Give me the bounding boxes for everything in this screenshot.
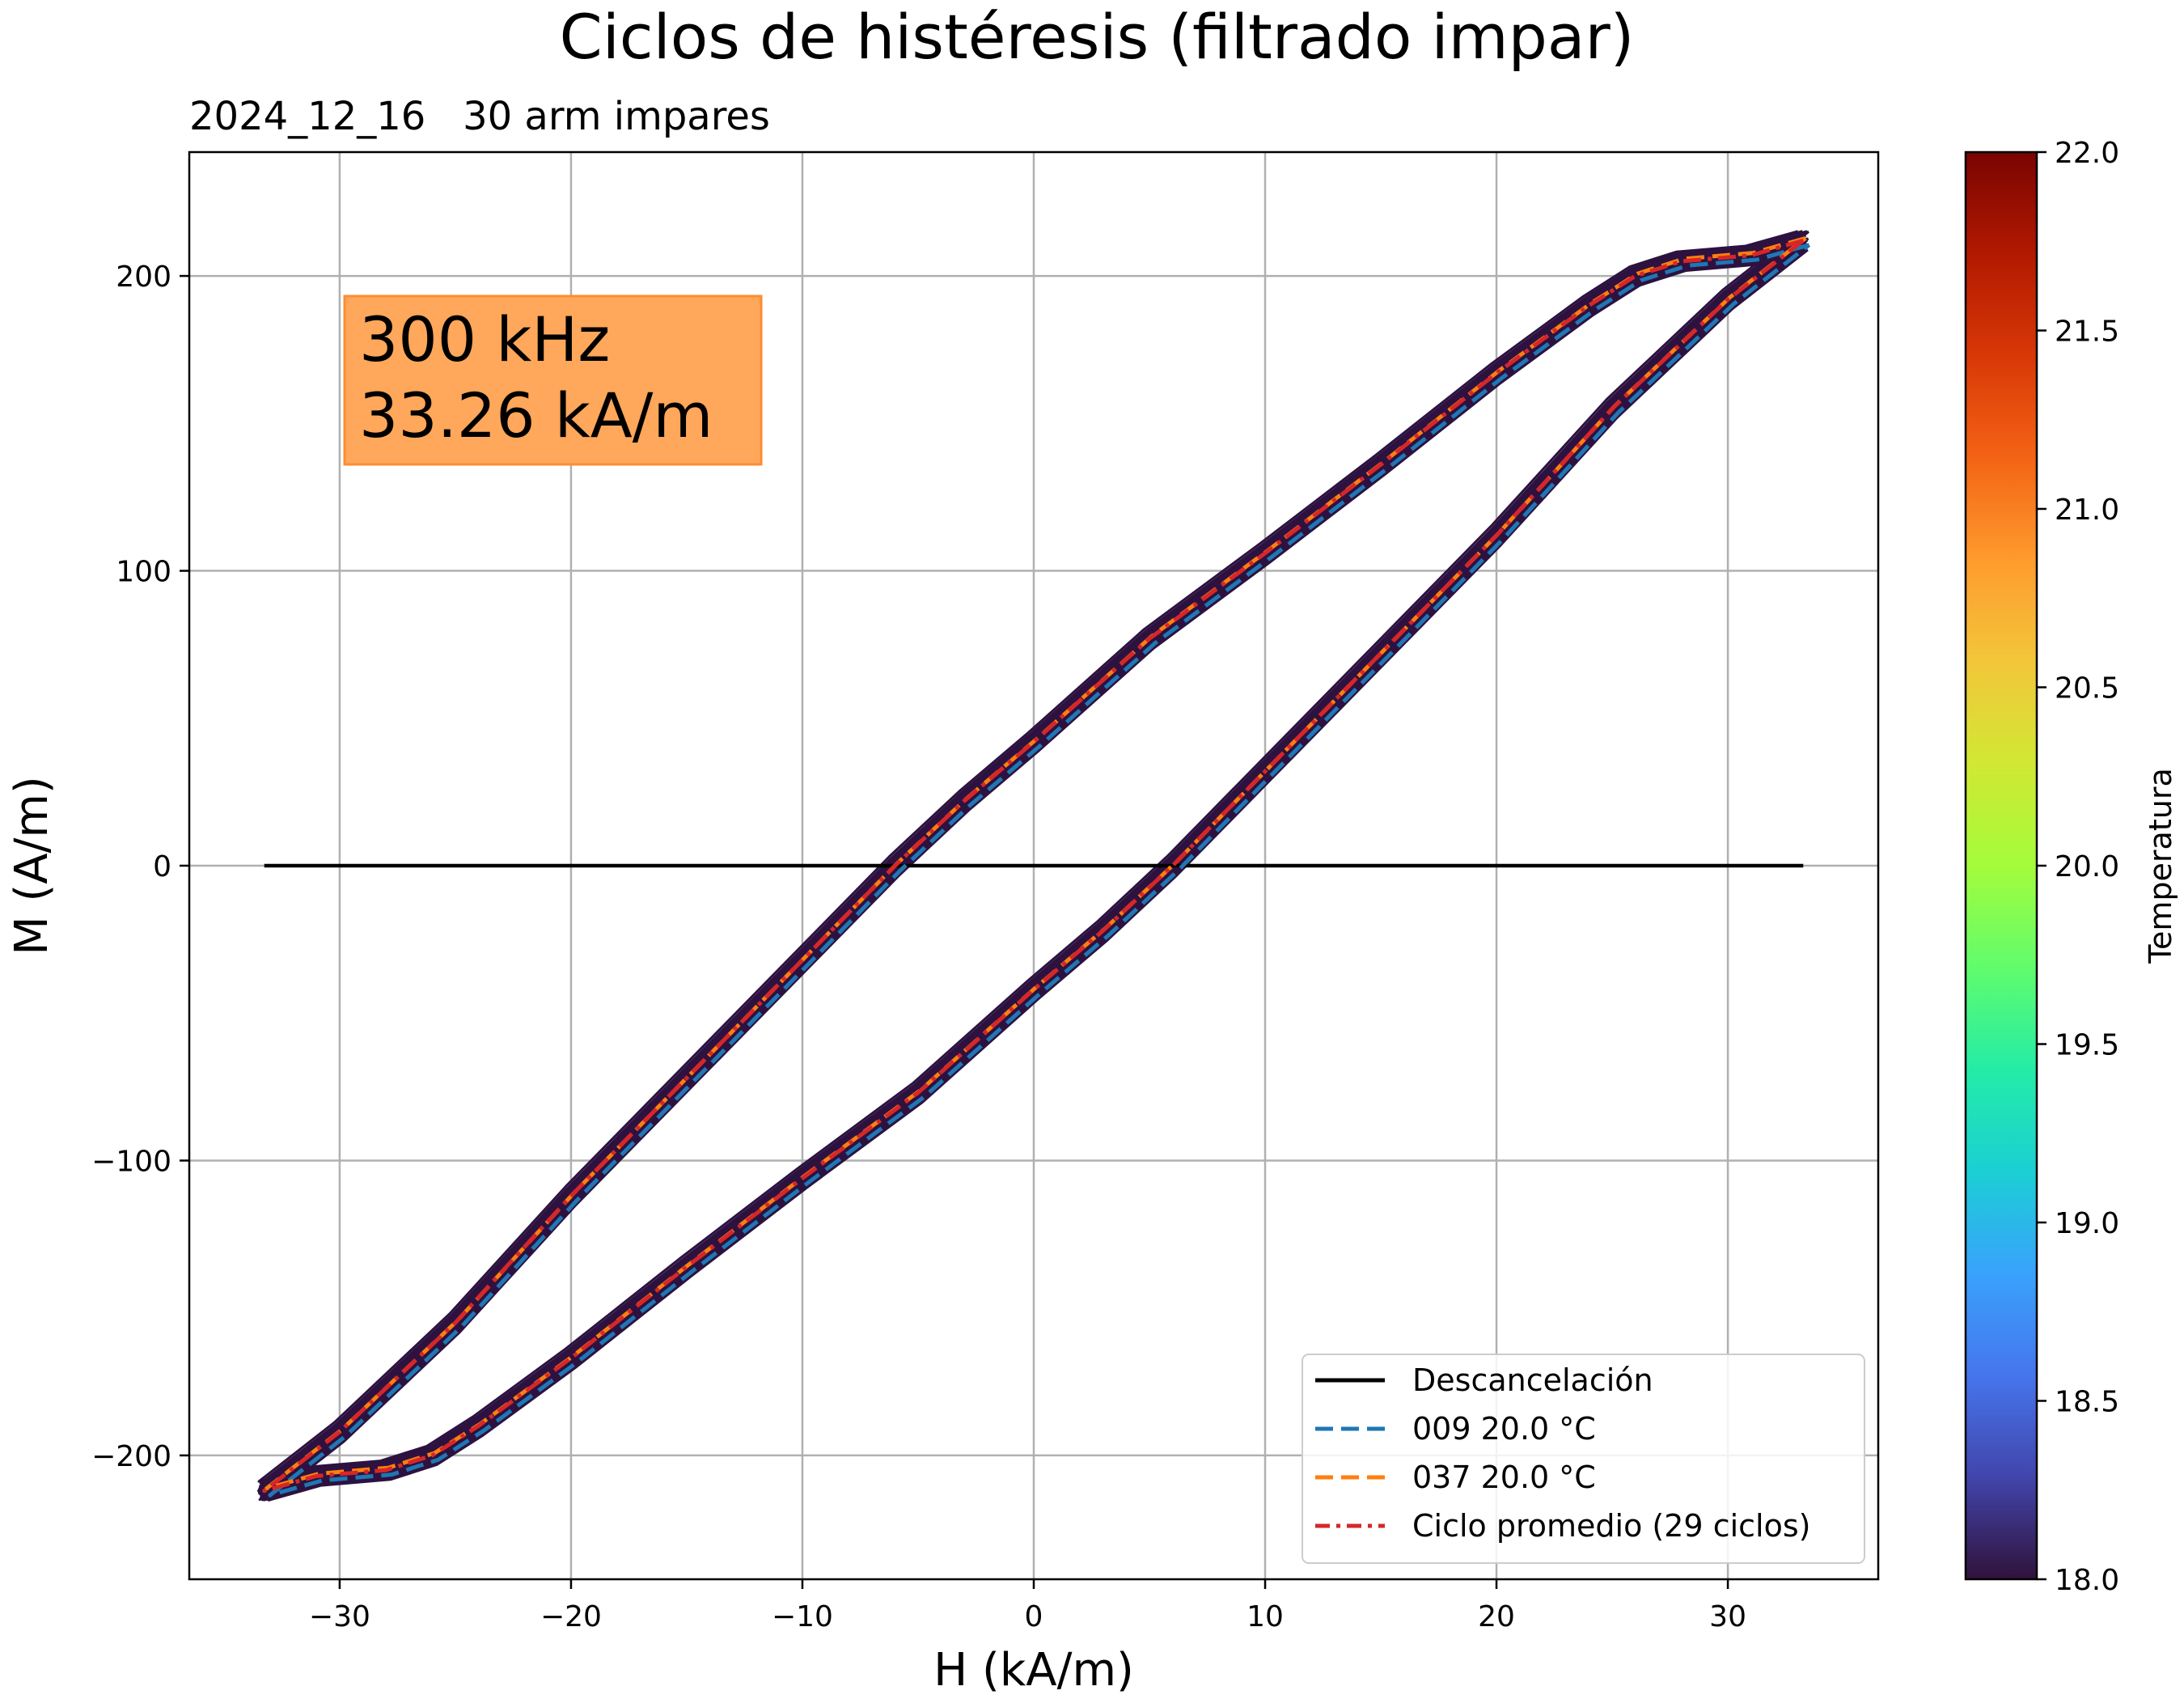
colorbar-tick-label: 20.0 [2055,850,2119,883]
colorbar-tick-label: 19.0 [2055,1207,2119,1240]
legend-label: Descancelación [1412,1362,1653,1398]
colorbar-tick-label: 21.5 [2055,316,2119,349]
x-axis-label: H (kA/m) [933,1644,1134,1697]
x-tick-label: 0 [1025,1600,1043,1633]
y-tick-label: 0 [153,850,171,883]
y-tick-label: 100 [116,556,171,589]
x-tick-label: −30 [309,1600,370,1633]
y-axis-ticks: −200 −100 0 100 200 [91,261,189,1473]
cycle-line [262,230,1804,1483]
legend-label: Ciclo promedio (29 ciclos) [1412,1508,1810,1544]
chart-subtitle: 2024_12_16 30 arm impares [189,94,770,139]
colorbar-tick-label: 22.0 [2055,137,2119,170]
colorbar-tick-label: 18.0 [2055,1564,2119,1597]
annotation-background [343,294,763,466]
colorbar-ticks: 18.0 18.5 19.0 19.5 20.0 20.5 21.0 21.5 22.0 [2037,137,2119,1597]
y-tick-label: −200 [91,1440,171,1473]
x-axis-ticks: −30 −20 −10 0 10 20 30 [309,1579,1746,1633]
cycle-line [257,230,1799,1483]
colorbar-label: Temperatura [2143,768,2178,964]
legend-label: 037 20.0 °C [1412,1460,1596,1495]
annotation-box: 300 kHz 33.26 kA/m [343,294,763,466]
y-axis-label: M (A/m) [6,776,58,955]
series-line-1 [268,243,1811,1498]
annotation-field: 33.26 kA/m [359,379,713,451]
x-tick-label: 10 [1246,1600,1284,1633]
legend-entries: Descancelación 009 20.0 °C 037 20.0 °C Cicl… [1315,1362,1810,1544]
legend: Descancelación 009 20.0 °C 037 20.0 °C Cicl… [1302,1354,1865,1564]
x-tick-label: −10 [772,1600,833,1633]
x-tick-label: −20 [540,1600,602,1633]
y-tick-label: 200 [116,261,171,294]
cycle-line [267,248,1809,1502]
colorbar: 18.0 18.5 19.0 19.5 20.0 20.5 21.0 21.5 22.0 Tem… [1964,137,2178,1597]
colorbar-tick-label: 20.5 [2055,672,2119,705]
legend-frame [1302,1354,1865,1564]
x-tick-label: 30 [1709,1600,1746,1633]
chart-title: Ciclos de histéresis (filtrado impar) [560,1,1635,73]
colorbar-tick-label: 18.5 [2055,1386,2119,1419]
y-tick-label: −100 [91,1145,171,1178]
colorbar-gradient [1964,150,2038,1581]
series-layer [262,235,1811,1498]
x-tick-label: 20 [1478,1600,1515,1633]
colorbar-tick-label: 19.5 [2055,1029,2119,1062]
colorbar-tick-label: 21.0 [2055,494,2119,527]
series-line-3 [262,238,1805,1494]
annotation-frequency: 300 kHz [359,303,610,375]
legend-label: 009 20.0 °C [1412,1411,1596,1447]
